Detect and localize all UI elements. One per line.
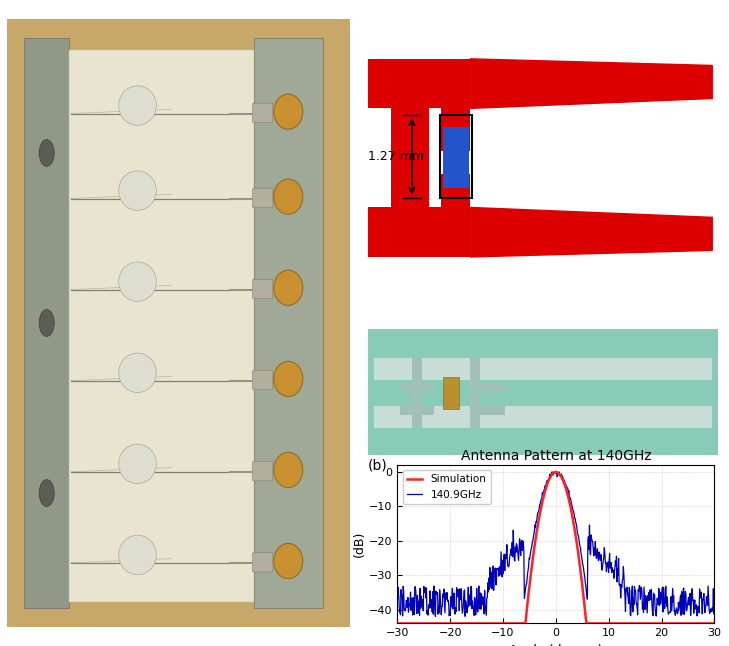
Simulation [580, 604, 589, 612]
FancyBboxPatch shape [253, 279, 273, 298]
Bar [400, 384, 434, 392]
Bar [470, 359, 480, 392]
Simulation [537, 505, 545, 513]
FancyBboxPatch shape [253, 103, 273, 123]
140.9GHz [450, 589, 459, 597]
Bar [412, 393, 422, 428]
Ellipse shape [119, 444, 156, 484]
Ellipse shape [119, 353, 156, 393]
Circle shape [39, 309, 54, 337]
Ellipse shape [119, 262, 156, 302]
Bar [374, 359, 712, 380]
Bar [441, 59, 470, 151]
Simulation [475, 620, 483, 627]
Bar [374, 406, 712, 428]
Bar [24, 37, 69, 609]
Bar [391, 109, 429, 174]
Line: 140.9GHz: 140.9GHz [397, 472, 714, 616]
Bar [443, 127, 469, 187]
Bar [443, 377, 459, 409]
Bar [368, 59, 450, 109]
140.9GHz [537, 495, 546, 503]
140.9GHz [633, 604, 642, 612]
Bar [69, 50, 254, 602]
FancyBboxPatch shape [253, 188, 273, 207]
Simulation [710, 620, 719, 627]
Bar [440, 115, 472, 198]
Simulation [551, 468, 560, 476]
140.9GHz [475, 605, 484, 613]
140.9GHz [393, 601, 402, 609]
Ellipse shape [273, 543, 303, 579]
Ellipse shape [273, 452, 303, 488]
Ellipse shape [273, 361, 303, 397]
Circle shape [39, 480, 54, 506]
Text: 1.27 mm: 1.27 mm [368, 150, 424, 163]
Line: Simulation: Simulation [397, 472, 714, 623]
Ellipse shape [273, 179, 303, 214]
140.9GHz [710, 596, 719, 604]
FancyBboxPatch shape [253, 552, 273, 572]
Simulation [605, 620, 614, 627]
Simulation [449, 620, 458, 627]
140.9GHz [431, 612, 440, 620]
140.9GHz [581, 579, 590, 587]
Title: Antenna Pattern at 140GHz: Antenna Pattern at 140GHz [461, 448, 651, 463]
Circle shape [39, 140, 54, 166]
Simulation [393, 620, 402, 627]
Simulation [632, 620, 641, 627]
Bar [470, 384, 505, 392]
Polygon shape [470, 59, 712, 109]
Ellipse shape [119, 536, 156, 575]
Bar [254, 37, 322, 609]
Ellipse shape [273, 94, 303, 129]
X-axis label: Angle (degree): Angle (degree) [509, 644, 603, 646]
Bar [400, 406, 434, 415]
Legend: Simulation, 140.9GHz: Simulation, 140.9GHz [402, 470, 491, 504]
FancyBboxPatch shape [253, 370, 273, 390]
Ellipse shape [119, 86, 156, 125]
140.9GHz [547, 468, 556, 476]
140.9GHz [606, 565, 615, 572]
Polygon shape [470, 207, 712, 257]
Bar [441, 174, 470, 257]
Ellipse shape [273, 270, 303, 306]
Text: (b): (b) [368, 459, 388, 473]
Bar [368, 207, 450, 257]
Bar [470, 406, 505, 415]
Bar [470, 393, 480, 428]
Bar [412, 359, 422, 392]
Bar [391, 174, 429, 240]
Ellipse shape [119, 171, 156, 211]
FancyBboxPatch shape [253, 461, 273, 481]
Y-axis label: (dB): (dB) [353, 531, 366, 557]
